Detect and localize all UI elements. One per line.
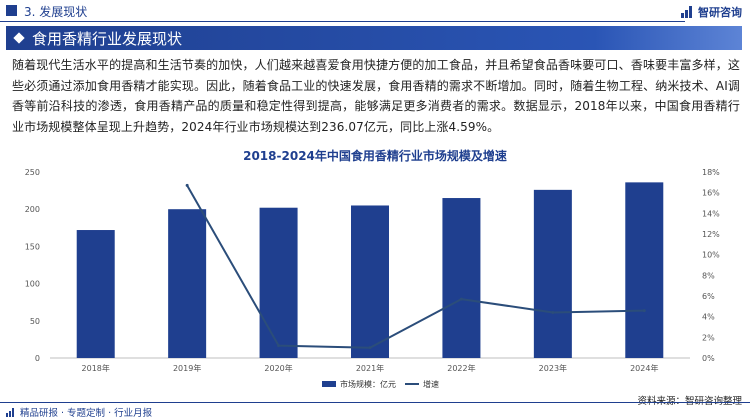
- chart-title: 2018-2024年中国食用香精行业市场规模及增速: [243, 149, 507, 163]
- growth-point-2: [185, 183, 189, 187]
- source-note: 资料来源：智研咨询整理: [637, 393, 742, 407]
- section-marker: [6, 5, 17, 16]
- section-title: 3. 发展现状: [24, 5, 88, 19]
- diamond-icon: [13, 32, 25, 44]
- footer-tagline-text: 精品研报 · 专题定制 · 行业月报: [20, 408, 153, 419]
- footer-tagline: 精品研报 · 专题定制 · 行业月报: [6, 405, 152, 419]
- x-tick-label: 2024年: [630, 363, 658, 373]
- y-right-tick-label: 10%: [702, 251, 720, 260]
- bar-5: [442, 198, 481, 358]
- y-right-tick-label: 0%: [702, 354, 715, 363]
- growth-line: [186, 184, 645, 349]
- legend-line-label: 增速: [423, 379, 439, 389]
- x-tick-label: 2023年: [539, 363, 567, 373]
- bar-3: [259, 207, 298, 358]
- brand-logo-icon: [681, 6, 695, 18]
- x-tick-label: 2022年: [447, 363, 475, 373]
- bar-6: [533, 189, 572, 358]
- footer-logo-icon: [6, 407, 17, 417]
- legend-bar-label: 市场规模：亿元: [340, 379, 396, 389]
- growth-point-5: [459, 297, 463, 301]
- bar-2: [168, 209, 207, 358]
- y-left-tick-label: 100: [25, 280, 40, 289]
- bar-4: [351, 205, 389, 358]
- x-tick-label: 2019年: [173, 363, 201, 373]
- y-right-tick-label: 18%: [702, 168, 720, 177]
- y-right-tick-label: 2%: [702, 333, 715, 342]
- y-left-tick-label: 200: [25, 205, 40, 214]
- y-left-tick-label: 50: [30, 317, 40, 326]
- y-left-tick-label: 0: [35, 354, 40, 363]
- bar-line-chart: 0 50 100 150 200 250 0% 2% 4% 6% 8% 10% 12% 14% 16% 18%…: [25, 168, 720, 389]
- footer-divider: [0, 402, 750, 403]
- growth-point-3: [277, 344, 281, 348]
- y-right-tick-label: 14%: [702, 209, 720, 218]
- y-right-tick-label: 4%: [702, 313, 715, 322]
- growth-point-6: [551, 311, 555, 315]
- brand: 智研咨询: [681, 4, 742, 20]
- growth-point-7: [642, 309, 646, 313]
- body-paragraph: 随着现代生活水平的提高和生活节奏的加快，人们越来越喜爱食用快捷方便的加工食品，并…: [12, 58, 740, 134]
- banner-title: 食用香精行业发展现状: [32, 30, 183, 48]
- y-left-tick-label: 150: [25, 242, 40, 251]
- top-bar: 3. 发展现状 智研咨询: [0, 0, 750, 22]
- x-tick-label: 2021年: [356, 363, 384, 373]
- growth-point-4: [368, 346, 372, 350]
- bar-7: [625, 182, 664, 358]
- brand-name: 智研咨询: [698, 6, 742, 19]
- x-tick-label: 2020年: [264, 363, 292, 373]
- x-tick-label: 2018年: [82, 363, 110, 373]
- top-divider: [0, 21, 685, 22]
- legend-bar-swatch: [322, 381, 336, 387]
- section-banner: 食用香精行业发展现状: [6, 26, 742, 50]
- y-right-tick-label: 16%: [702, 189, 720, 198]
- y-left-tick-label: 250: [25, 168, 40, 177]
- y-right-tick-label: 6%: [702, 292, 715, 301]
- bar-1: [76, 230, 115, 358]
- y-right-tick-label: 12%: [702, 230, 720, 239]
- y-right-tick-label: 8%: [702, 271, 715, 280]
